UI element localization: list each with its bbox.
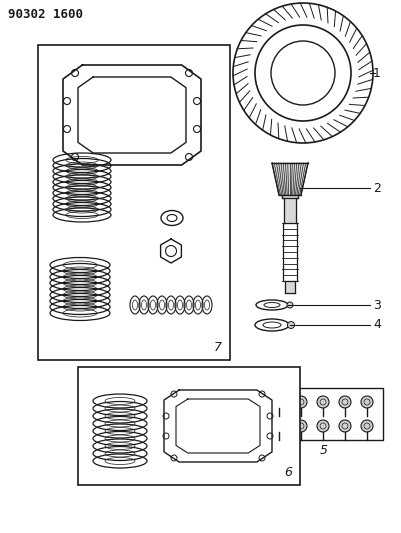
Ellipse shape: [287, 321, 294, 328]
Polygon shape: [283, 198, 295, 223]
Circle shape: [316, 420, 328, 432]
Text: 4: 4: [372, 319, 380, 332]
Circle shape: [272, 396, 284, 408]
Circle shape: [294, 420, 306, 432]
Text: 5: 5: [319, 444, 327, 457]
Circle shape: [360, 396, 372, 408]
Circle shape: [294, 396, 306, 408]
Text: 1: 1: [372, 67, 380, 79]
Text: 7: 7: [213, 341, 221, 354]
Text: 3: 3: [372, 298, 380, 311]
Circle shape: [338, 420, 350, 432]
Polygon shape: [284, 281, 294, 293]
Bar: [38, 45, 229, 360]
Circle shape: [272, 420, 284, 432]
Text: 2: 2: [372, 182, 380, 195]
Bar: [78, 367, 299, 485]
Ellipse shape: [286, 302, 292, 308]
Circle shape: [338, 396, 350, 408]
Bar: [264, 388, 382, 440]
Polygon shape: [271, 163, 307, 195]
Text: 6: 6: [283, 466, 291, 479]
Circle shape: [316, 396, 328, 408]
Polygon shape: [281, 195, 297, 198]
Text: 90302 1600: 90302 1600: [8, 8, 83, 21]
Circle shape: [360, 420, 372, 432]
